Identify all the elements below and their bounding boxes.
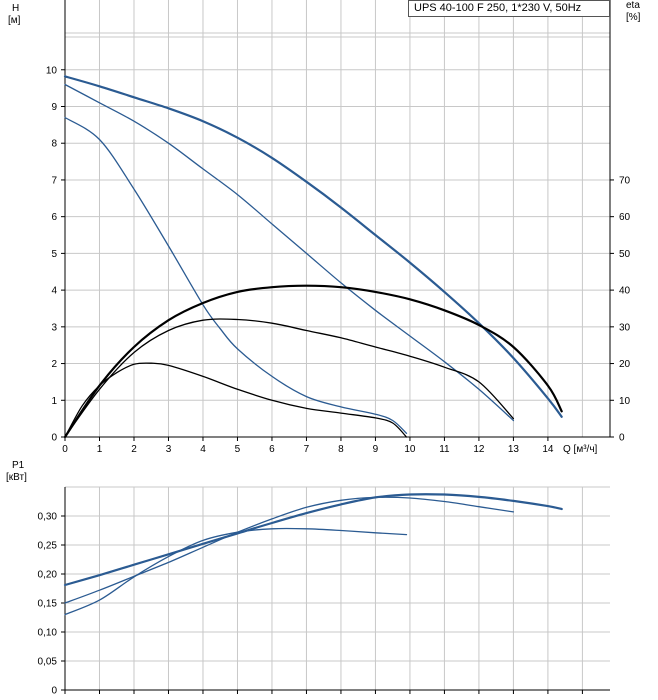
qh-y2-tick-label: 30 xyxy=(619,322,631,333)
qh-x-tick-label: 4 xyxy=(200,444,206,455)
qh-x-tick-label: 9 xyxy=(373,444,379,455)
qh-y2-axis-label: eta xyxy=(626,0,640,11)
qh-y2-tick-label: 10 xyxy=(619,396,631,407)
chart-title-box: UPS 40-100 F 250, 1*230 V, 50Hz xyxy=(408,0,610,17)
qp1-y-tick-label: 0,10 xyxy=(38,628,58,639)
qh-y2-tick-label: 50 xyxy=(619,249,631,260)
qh-x-tick-label: 10 xyxy=(404,444,416,455)
qh-x-tick-label: 2 xyxy=(131,444,137,455)
qh-y-tick-label: 6 xyxy=(51,212,57,223)
qp1-y-tick-label: 0,15 xyxy=(38,599,58,610)
qh-x-tick-label: 1 xyxy=(97,444,103,455)
qp1-y-tick-label: 0 xyxy=(51,686,57,697)
qh-y-tick-label: 3 xyxy=(51,322,57,333)
chart-curves xyxy=(63,75,563,616)
qh-x-tick-label: 8 xyxy=(338,444,344,455)
qp1-y-axis-label: P1 xyxy=(12,460,25,471)
qp1-y-tick-label: 0,20 xyxy=(38,570,58,581)
qh-curve-eta-speed-2 xyxy=(64,318,515,438)
qp1-y-axis-unit: [кВт] xyxy=(6,472,27,483)
qh-x-tick-label: 13 xyxy=(508,444,520,455)
qh-y2-tick-label: 70 xyxy=(619,175,631,186)
qh-curve-h-speed-3 xyxy=(63,75,563,418)
qp1-y-tick-label: 0,05 xyxy=(38,657,58,668)
qh-y-tick-label: 4 xyxy=(51,286,57,297)
qp1-curve-p1-speed-3 xyxy=(63,493,563,587)
qh-curve-h-speed-2 xyxy=(64,83,515,422)
grid-lines xyxy=(64,0,610,691)
qh-y-tick-label: 7 xyxy=(51,175,57,186)
qh-y-tick-label: 9 xyxy=(51,102,57,113)
qh-y-tick-label: 2 xyxy=(51,359,57,370)
qp1-curve-p1-speed-1 xyxy=(64,527,408,616)
qh-x-tick-label: 6 xyxy=(269,444,275,455)
qh-x-tick-label: 7 xyxy=(304,444,310,455)
qh-x-tick-label: 14 xyxy=(542,444,554,455)
qh-y-tick-label: 5 xyxy=(51,249,57,260)
qp1-y-tick-label: 0,30 xyxy=(38,512,58,523)
chart-title: UPS 40-100 F 250, 1*230 V, 50Hz xyxy=(414,2,582,14)
qh-y2-tick-label: 40 xyxy=(619,286,631,297)
qh-x-axis-label: Q [м³/ч] xyxy=(563,444,598,455)
qh-y-tick-label: 1 xyxy=(51,396,57,407)
qh-y2-tick-label: 0 xyxy=(619,433,625,444)
qh-y2-axis-unit: [%] xyxy=(626,12,641,23)
qh-curve-h-speed-1 xyxy=(64,116,408,434)
qh-x-tick-label: 12 xyxy=(473,444,485,455)
qp1-y-tick-label: 0,25 xyxy=(38,541,58,552)
qh-x-tick-label: 3 xyxy=(166,444,172,455)
qh-curve-eta-speed-3 xyxy=(63,284,563,439)
qh-y-axis-unit: [м] xyxy=(8,15,21,26)
qh-x-tick-label: 5 xyxy=(235,444,241,455)
qh-y-axis-label: H xyxy=(12,3,19,14)
qp1-curve-p1-speed-2 xyxy=(64,496,515,604)
qh-curve-eta-speed-1 xyxy=(64,362,408,438)
qh-x-tick-label: 11 xyxy=(439,444,450,455)
qh-y2-tick-label: 20 xyxy=(619,359,631,370)
qh-y-tick-label: 8 xyxy=(51,139,57,150)
qh-x-tick-label: 0 xyxy=(62,444,68,455)
qh-y-tick-label: 10 xyxy=(46,65,58,76)
qh-y2-tick-label: 60 xyxy=(619,212,631,223)
qh-y-tick-label: 0 xyxy=(51,433,57,444)
